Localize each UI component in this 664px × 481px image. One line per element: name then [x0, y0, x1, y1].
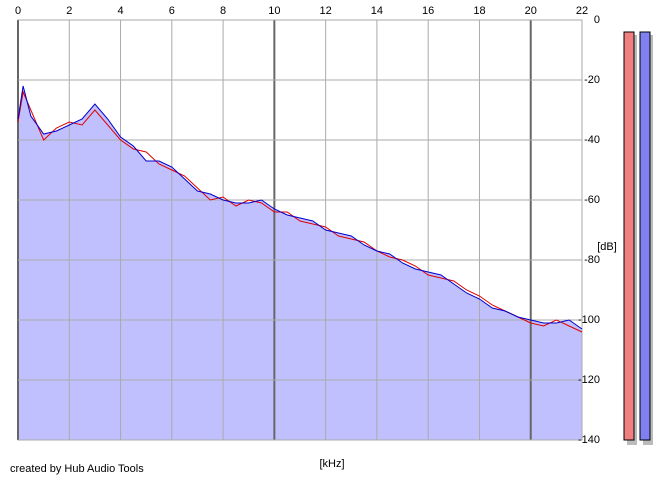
x-axis-label: [kHz]: [319, 458, 344, 470]
y-tick-label: -40: [584, 134, 600, 146]
y-tick-label: -140: [578, 434, 600, 446]
y-tick-label: -60: [584, 194, 600, 206]
x-tick-label: 10: [268, 5, 280, 17]
level-meter-right: [639, 31, 651, 441]
credit-note: created by Hub Audio Tools: [10, 463, 144, 475]
level-meter-left: [623, 31, 635, 441]
x-tick-label: 2: [66, 5, 72, 17]
x-tick-label: 6: [169, 5, 175, 17]
x-tick-label: 8: [220, 5, 226, 17]
x-tick-label: 16: [422, 5, 434, 17]
x-tick-label: 20: [525, 5, 537, 17]
y-tick-label: -20: [584, 74, 600, 86]
y-tick-label: -80: [584, 254, 600, 266]
x-tick-label: 4: [117, 5, 123, 17]
x-tick-label: 14: [371, 5, 383, 17]
y-tick-label: 0: [594, 14, 600, 26]
x-tick-label: 0: [15, 5, 21, 17]
spectrum-area: [18, 86, 582, 440]
plot-layer: [17, 19, 583, 441]
x-tick-label: 12: [320, 5, 332, 17]
y-axis-label: [dB]: [597, 241, 617, 253]
y-tick-label: -120: [578, 374, 600, 386]
spectrum-line: [17, 85, 583, 330]
x-tick-label: 18: [473, 5, 485, 17]
x-tick-label: 22: [576, 5, 588, 17]
y-tick-label: -100: [578, 314, 600, 326]
